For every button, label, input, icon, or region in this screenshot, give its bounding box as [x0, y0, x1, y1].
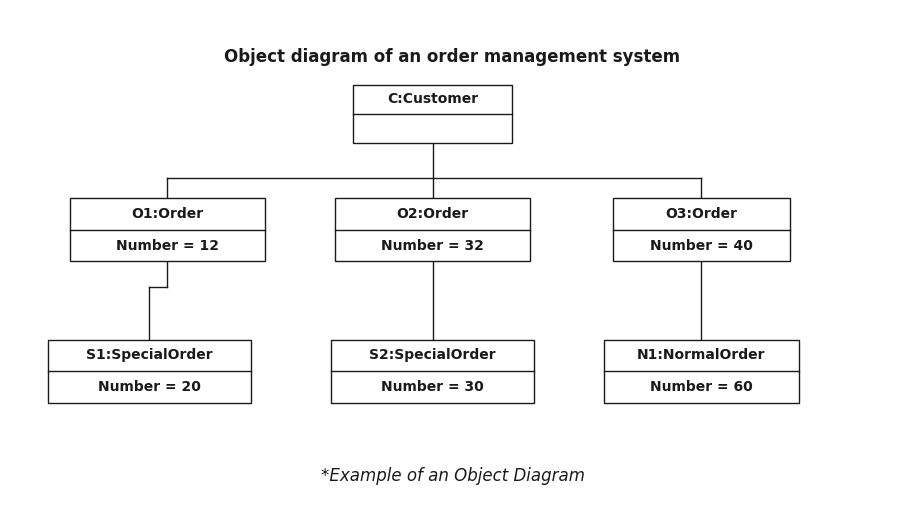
Text: O3:Order: O3:Order — [665, 207, 738, 221]
Text: Number = 20: Number = 20 — [98, 380, 201, 394]
Bar — [353, 84, 512, 142]
Text: O1:Order: O1:Order — [131, 207, 204, 221]
Text: S1:SpecialOrder: S1:SpecialOrder — [86, 348, 213, 363]
Text: Number = 30: Number = 30 — [381, 380, 484, 394]
Text: Number = 12: Number = 12 — [116, 238, 219, 252]
Text: Number = 32: Number = 32 — [381, 238, 484, 252]
Text: Number = 40: Number = 40 — [650, 238, 753, 252]
Text: S2:SpecialOrder: S2:SpecialOrder — [369, 348, 496, 363]
Text: N1:NormalOrder: N1:NormalOrder — [637, 348, 766, 363]
Bar — [331, 340, 535, 403]
Text: Number = 60: Number = 60 — [650, 380, 753, 394]
Bar — [336, 198, 530, 262]
Bar — [71, 198, 264, 262]
Bar — [614, 198, 789, 262]
Text: *Example of an Object Diagram: *Example of an Object Diagram — [320, 467, 585, 485]
Text: Object diagram of an order management system: Object diagram of an order management sy… — [224, 48, 681, 66]
Text: C:Customer: C:Customer — [387, 92, 478, 106]
Bar — [48, 340, 252, 403]
Bar — [605, 340, 799, 403]
Text: O2:Order: O2:Order — [396, 207, 469, 221]
